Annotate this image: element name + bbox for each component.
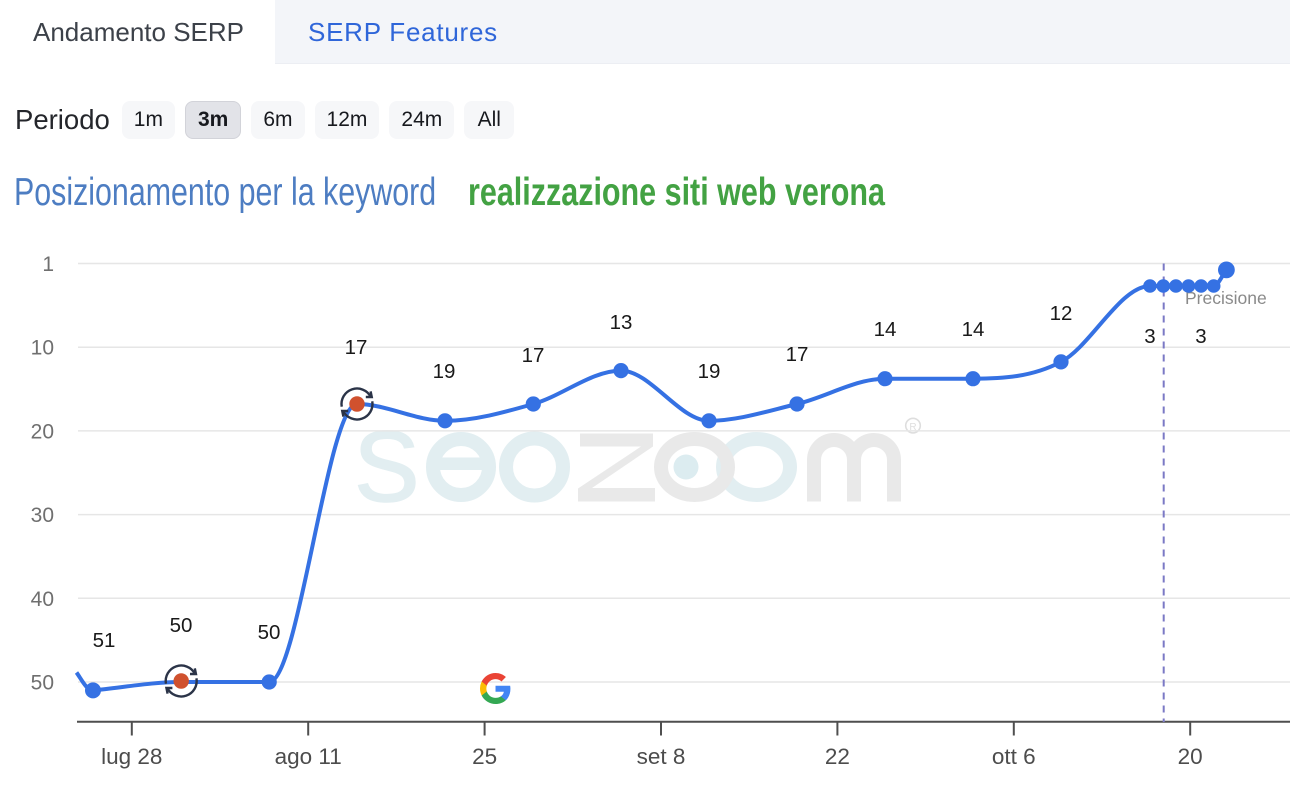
svg-text:50: 50 xyxy=(31,672,54,695)
svg-text:ott 6: ott 6 xyxy=(992,744,1036,769)
svg-text:12: 12 xyxy=(1050,302,1073,325)
svg-text:17: 17 xyxy=(345,336,368,359)
svg-text:19: 19 xyxy=(433,360,456,383)
svg-text:lug 28: lug 28 xyxy=(101,744,162,769)
svg-text:Precisione: Precisione xyxy=(1185,288,1267,308)
svg-text:50: 50 xyxy=(258,621,281,644)
svg-text:30: 30 xyxy=(31,504,54,527)
svg-text:13: 13 xyxy=(610,311,633,334)
svg-text:19: 19 xyxy=(698,360,721,383)
svg-text:ago 11: ago 11 xyxy=(275,744,342,769)
svg-text:22: 22 xyxy=(825,744,850,769)
svg-text:R: R xyxy=(909,422,916,433)
svg-text:17: 17 xyxy=(786,343,809,366)
svg-text:40: 40 xyxy=(31,588,54,611)
svg-text:3: 3 xyxy=(1144,325,1155,348)
svg-text:14: 14 xyxy=(962,318,985,341)
svg-text:51: 51 xyxy=(93,629,116,652)
svg-text:17: 17 xyxy=(522,344,545,367)
svg-text:50: 50 xyxy=(170,614,193,637)
svg-text:3: 3 xyxy=(1195,325,1206,348)
svg-text:1: 1 xyxy=(42,253,54,276)
svg-text:20: 20 xyxy=(1178,744,1203,769)
svg-text:10: 10 xyxy=(31,337,54,360)
svg-text:25: 25 xyxy=(472,744,497,769)
svg-text:14: 14 xyxy=(874,318,897,341)
svg-text:set 8: set 8 xyxy=(637,744,686,769)
svg-text:20: 20 xyxy=(31,420,54,443)
